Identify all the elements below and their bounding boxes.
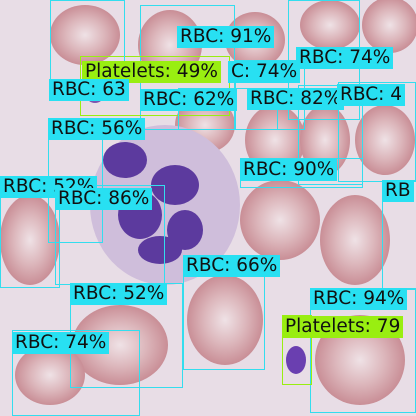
red-blood-cell xyxy=(15,345,85,405)
rbc-detection-label: RBC: 4 xyxy=(337,84,406,106)
rbc-detection-label: RBC: 66% xyxy=(183,255,281,277)
rbc-bounding-box xyxy=(298,85,363,185)
red-blood-cell xyxy=(0,195,60,285)
platelet-bounding-box xyxy=(282,315,312,385)
rbc-detection-label: RB xyxy=(382,180,414,202)
rbc-detection-label: RBC: 56% xyxy=(48,118,146,140)
wbc-nucleus xyxy=(103,142,203,264)
rbc-detection-label: RBC: 94% xyxy=(310,288,408,310)
red-blood-cell xyxy=(72,305,168,385)
rbc-detection-label: C: 74% xyxy=(228,61,301,83)
rbc-detection-label: RBC: 91% xyxy=(177,26,275,48)
red-blood-cell xyxy=(300,105,350,175)
red-blood-cell xyxy=(320,195,390,285)
rbc-detection-label: RBC: 62% xyxy=(140,89,238,111)
rbc-detection-label: RBC: 63 xyxy=(49,79,129,101)
red-blood-cell xyxy=(187,275,263,365)
platelet-detection-label: Platelets: 79 xyxy=(282,316,404,338)
rbc-detection-label: RBC: 74% xyxy=(296,47,394,69)
rbc-detection-label: RBC: 74% xyxy=(12,332,110,354)
red-blood-cell xyxy=(240,180,320,260)
platelet xyxy=(286,346,306,374)
platelet-detection-label: Platelets: 49% xyxy=(82,61,221,83)
rbc-detection-label: RBC: 86% xyxy=(55,188,153,210)
rbc-detection-label: RBC: 52% xyxy=(70,283,168,305)
rbc-detection-label: RBC: 82% xyxy=(247,88,345,110)
red-blood-cell xyxy=(362,0,416,53)
rbc-detection-label: RBC: 90% xyxy=(240,159,338,181)
red-blood-cell xyxy=(300,0,360,50)
red-blood-cell xyxy=(50,5,120,65)
red-blood-cell xyxy=(355,105,415,175)
red-blood-cell xyxy=(245,105,305,175)
